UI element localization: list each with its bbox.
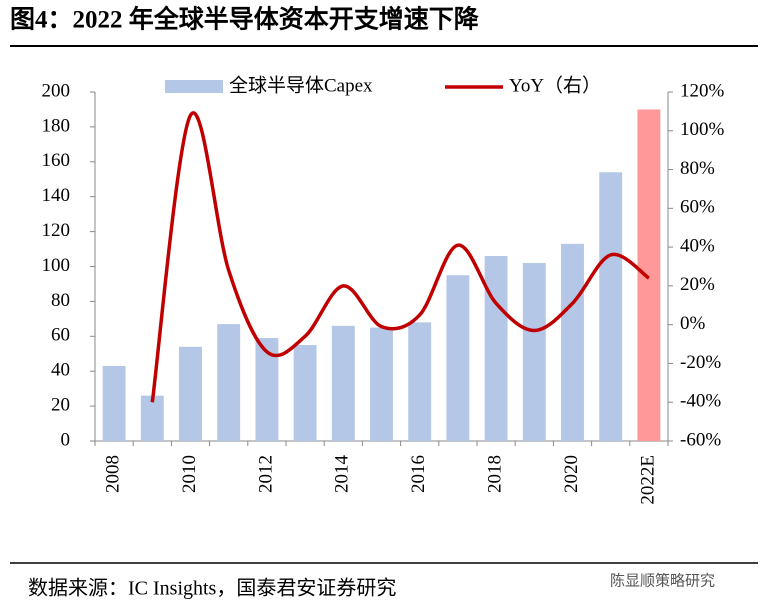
bar: [293, 345, 317, 441]
y2-tick-label: 20%: [680, 274, 715, 295]
legend-label: YoY（右）: [509, 74, 601, 96]
bar: [599, 172, 623, 441]
bar: [370, 327, 393, 441]
x-tick-label: 2022E: [637, 455, 658, 505]
x-tick-label: 2014: [332, 455, 353, 494]
bar: [522, 263, 546, 441]
y-tick-label: 40: [51, 360, 70, 381]
bar: [446, 275, 470, 441]
x-tick-label: 2018: [484, 455, 505, 493]
bar: [484, 256, 508, 441]
y-tick-label: 0: [61, 429, 71, 450]
y-tick-label: 60: [51, 325, 70, 346]
bar: [408, 322, 432, 441]
y2-tick-label: -20%: [680, 352, 721, 373]
y-tick-label: 180: [42, 115, 71, 136]
legend-label: 全球半导体Capex: [229, 74, 373, 96]
x-tick-label: 2010: [179, 455, 200, 493]
y-tick-label: 160: [42, 150, 71, 171]
y-tick-label: 140: [42, 185, 71, 206]
bar: [255, 338, 279, 441]
y-tick-label: 200: [42, 80, 71, 101]
line: [150, 111, 650, 403]
bar: [561, 243, 584, 441]
x-tick-label: 2020: [561, 455, 582, 493]
bar: [102, 365, 126, 441]
bar: [140, 395, 164, 441]
bar: [331, 325, 355, 441]
y2-tick-label: 0%: [680, 313, 706, 334]
source: 数据来源：IC Insights，国泰君安证券研究: [28, 577, 396, 600]
x-tick-label: 2008: [102, 455, 123, 493]
chart-title: 图4：2022 年全球半导体资本开支增速下降: [10, 5, 480, 34]
y-tick-label: 20: [51, 394, 70, 415]
y2-tick-label: -40%: [680, 391, 721, 412]
bar: [217, 324, 241, 441]
bar: [179, 346, 202, 441]
y2-tick-label: 100%: [680, 119, 725, 140]
y2-tick-label: 120%: [680, 80, 725, 101]
y2-tick-label: 40%: [680, 235, 715, 256]
legend-swatch: [165, 80, 223, 93]
y2-tick-label: -60%: [680, 429, 721, 450]
y-tick-label: 120: [42, 220, 71, 241]
x-tick-label: 2012: [255, 455, 276, 493]
watermark: 陈显顺策略研究: [610, 571, 715, 589]
bar: [637, 109, 661, 441]
y2-tick-label: 80%: [680, 158, 715, 179]
x-tick-label: 2016: [408, 455, 429, 493]
y2-tick-label: 60%: [680, 197, 715, 218]
y-tick-label: 100: [42, 255, 71, 276]
y-tick-label: 80: [51, 290, 70, 311]
